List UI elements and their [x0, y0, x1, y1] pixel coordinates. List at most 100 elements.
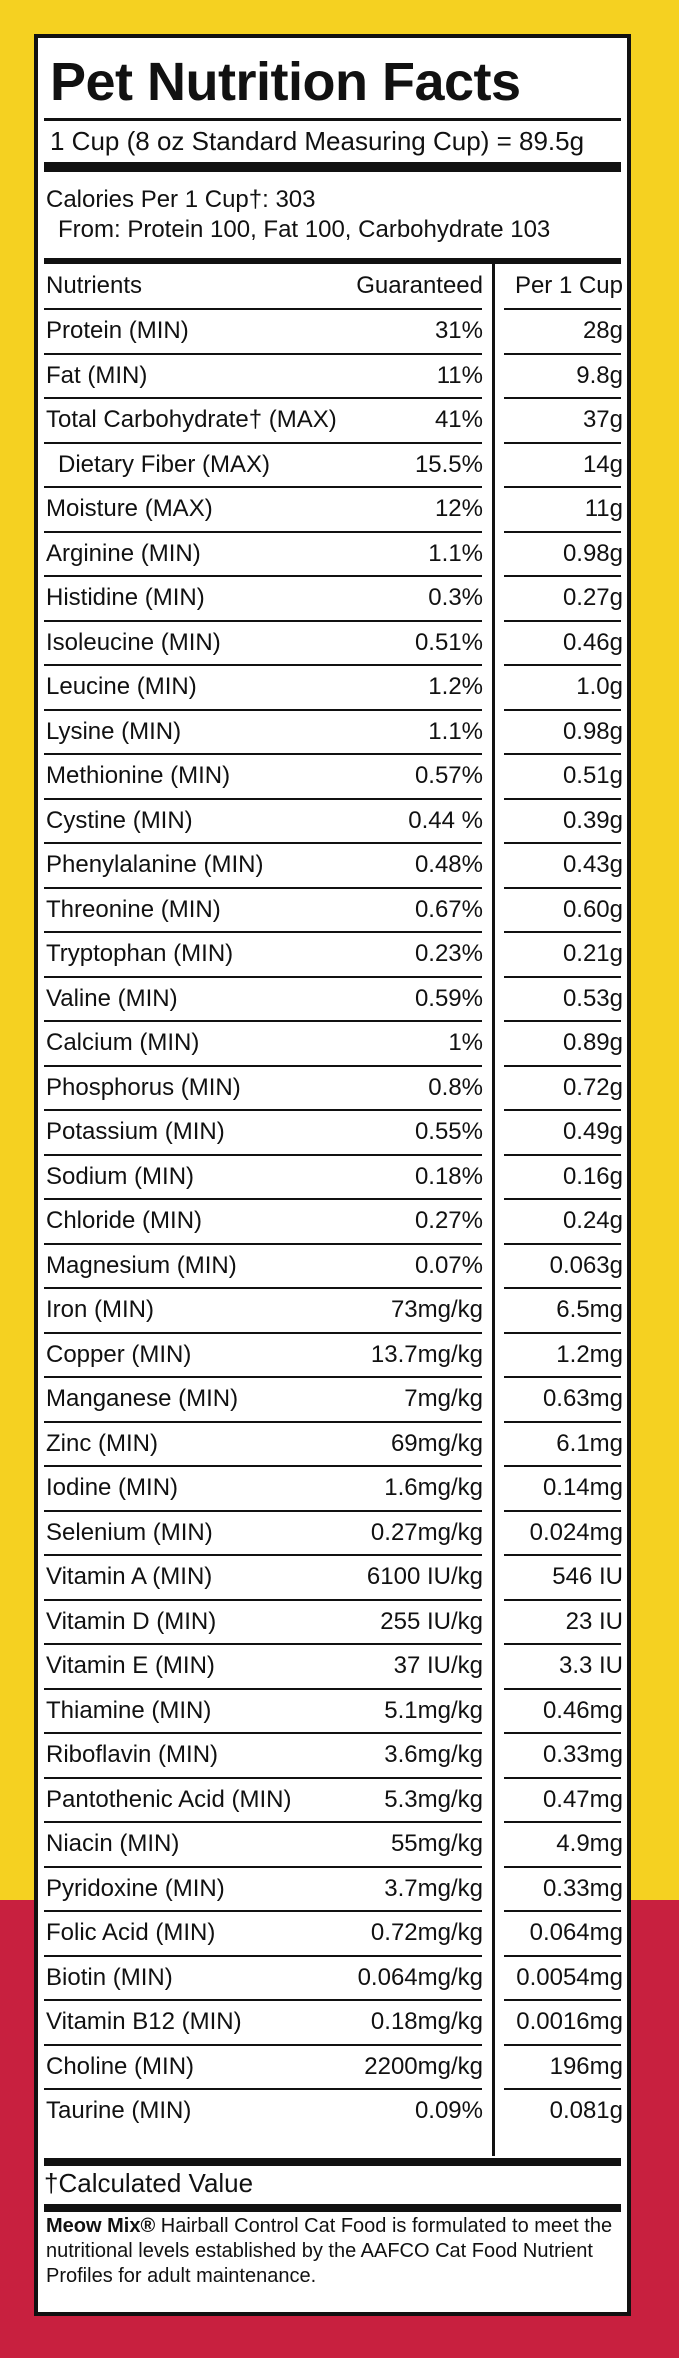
table-end-rule — [44, 2158, 621, 2166]
row-divider — [44, 1643, 482, 1645]
nutrient-row: Arginine (MIN) 1.1% 0.98g — [38, 533, 627, 577]
row-divider — [44, 352, 482, 355]
row-divider — [504, 1865, 621, 1868]
per-cup-value: 0.39g — [562, 806, 623, 834]
serving-size: 1 Cup (8 oz Standard Measuring Cup) = 89… — [50, 126, 585, 156]
per-cup-value: 0.0016mg — [516, 2008, 623, 2035]
row-divider — [44, 797, 482, 800]
guaranteed-value: 0.48% — [414, 851, 483, 878]
row-divider — [504, 1954, 621, 1957]
nutrient-name: Phosphorus (MIN) — [46, 1073, 241, 1101]
per-cup-value: 28g — [582, 317, 623, 344]
per-cup-value: 0.46g — [562, 628, 623, 656]
nutrient-row: Choline (MIN) 2200mg/kg 196mg — [38, 2046, 627, 2090]
row-divider — [504, 1153, 621, 1156]
row-divider — [504, 664, 621, 666]
guaranteed-value: 7mg/kg — [404, 1385, 483, 1412]
row-divider — [44, 1020, 482, 1022]
nutrient-row: Selenium (MIN) 0.27mg/kg 0.024mg — [38, 1512, 627, 1556]
guaranteed-value: 13.7mg/kg — [370, 1340, 483, 1368]
guaranteed-value: 0.18mg/kg — [370, 2008, 483, 2035]
nutrient-row: Copper (MIN) 13.7mg/kg 1.2mg — [38, 1334, 627, 1378]
row-divider — [44, 1376, 482, 1378]
row-divider — [44, 397, 482, 399]
guaranteed-value: 73mg/kg — [390, 1296, 483, 1323]
row-divider — [44, 1598, 482, 1601]
calories-line: Calories Per 1 Cup†: 303 — [46, 186, 316, 213]
guaranteed-value: 0.27mg/kg — [370, 1518, 483, 1546]
nutrient-name: Chloride (MIN) — [46, 1207, 203, 1234]
row-divider — [44, 931, 482, 933]
nutrient-row: Pantothenic Acid (MIN) 5.3mg/kg 0.47mg — [38, 1779, 627, 1823]
row-divider — [44, 1198, 482, 1200]
nutrient-name: Taurine (MIN) — [46, 2097, 192, 2124]
guaranteed-value: 1% — [448, 1029, 483, 1056]
row-divider — [504, 1776, 621, 1779]
per-cup-value: 0.33mg — [542, 1874, 623, 1902]
nutrient-name: Threonine (MIN) — [46, 895, 221, 923]
nutrient-name: Tryptophan (MIN) — [46, 940, 234, 967]
per-cup-value: 0.49g — [562, 1118, 623, 1145]
row-divider — [504, 1376, 621, 1378]
per-cup-value: 0.024mg — [529, 1518, 623, 1546]
per-cup-value: 3.3 IU — [558, 1652, 623, 1679]
nutrient-row: Dietary Fiber (MAX) 15.5% 14g — [38, 444, 627, 488]
guaranteed-value: 37 IU/kg — [393, 1652, 483, 1679]
per-cup-value: 0.16g — [562, 1162, 623, 1190]
per-cup-value: 11g — [584, 495, 623, 522]
nutrient-name: Sodium (MIN) — [46, 1162, 195, 1190]
guaranteed-value: 0.72mg/kg — [370, 1919, 483, 1946]
per-cup-value: 0.63mg — [542, 1385, 623, 1412]
per-cup-value: 0.24g — [562, 1207, 623, 1234]
row-divider — [44, 1954, 482, 1957]
per-cup-value: 0.063g — [549, 1251, 623, 1279]
row-divider — [504, 575, 621, 577]
nutrient-row: Histidine (MIN) 0.3% 0.27g — [38, 577, 627, 622]
row-divider — [44, 753, 482, 755]
nutrient-row: Pyridoxine (MIN) 3.7mg/kg 0.33mg — [38, 1868, 627, 1912]
nutrient-name: Pantothenic Acid (MIN) — [46, 1785, 292, 1813]
header-nutrients: Nutrients — [46, 272, 143, 299]
row-divider — [44, 1687, 482, 1690]
row-divider — [504, 842, 621, 844]
nutrient-name: Magnesium (MIN) — [46, 1251, 237, 1279]
per-cup-value: 1.2mg — [556, 1340, 623, 1368]
guaranteed-value: 1.1% — [428, 539, 483, 567]
per-cup-value: 0.53g — [562, 984, 623, 1012]
nutrient-row: Biotin (MIN) 0.064mg/kg 0.0054mg — [38, 1957, 627, 2001]
nutrition-facts-panel: Pet Nutrition Facts 1 Cup (8 oz Standard… — [34, 34, 631, 2316]
per-cup-value: 23 IU — [565, 1607, 623, 1635]
guaranteed-value: 0.18% — [414, 1162, 483, 1190]
nutrient-name: Vitamin A (MIN) — [46, 1563, 213, 1590]
row-divider — [504, 619, 621, 622]
per-cup-value: 0.46mg — [542, 1696, 623, 1724]
per-cup-value: 14g — [582, 450, 623, 478]
row-divider — [504, 530, 621, 533]
nutrient-row: Calcium (MIN) 1% 0.89g — [38, 1022, 627, 1067]
per-cup-value: 0.60g — [562, 895, 623, 923]
per-cup-value: 0.0054mg — [516, 1963, 623, 1991]
row-divider — [504, 1331, 621, 1334]
nutrient-name: Riboflavin (MIN) — [46, 1741, 219, 1768]
row-divider — [44, 664, 482, 666]
row-divider — [44, 1509, 482, 1512]
guaranteed-value: 2200mg/kg — [364, 2052, 483, 2080]
guaranteed-value: 0.23% — [414, 940, 483, 967]
row-divider — [44, 619, 482, 622]
nutrient-row: Vitamin A (MIN) 6100 IU/kg 546 IU — [38, 1556, 627, 1601]
guaranteed-value: 1.2% — [428, 673, 483, 700]
nutrient-row: Cystine (MIN) 0.44 % 0.39g — [38, 800, 627, 844]
guaranteed-value: 5.3mg/kg — [384, 1785, 483, 1813]
nutrient-row: Folic Acid (MIN) 0.72mg/kg 0.064mg — [38, 1912, 627, 1957]
header-rule-right — [504, 308, 621, 310]
guaranteed-value: 1.1% — [428, 717, 483, 745]
aafco-statement: Meow Mix® Hairball Control Cat Food is f… — [46, 2214, 626, 2289]
nutrient-row: Vitamin E (MIN) 37 IU/kg 3.3 IU — [38, 1645, 627, 1690]
nutrient-name: Vitamin E (MIN) — [46, 1652, 215, 1679]
row-divider — [504, 1109, 621, 1111]
nutrient-name: Vitamin B12 (MIN) — [46, 2008, 242, 2035]
nutrient-row: Iron (MIN) 73mg/kg 6.5mg — [38, 1289, 627, 1334]
guaranteed-value: 6100 IU/kg — [366, 1563, 483, 1590]
brand-name: Meow Mix® — [46, 2215, 156, 2237]
title-rule — [44, 118, 621, 121]
